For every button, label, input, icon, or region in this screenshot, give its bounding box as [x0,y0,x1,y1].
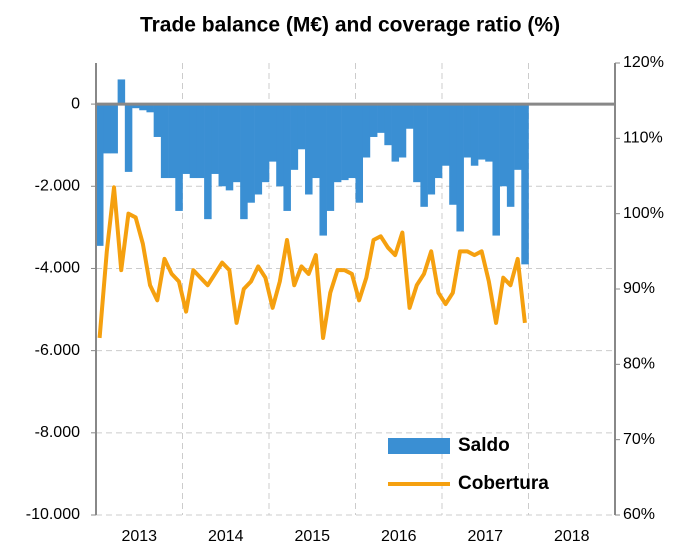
bar [499,104,508,187]
x-tick-label: 2014 [208,528,244,545]
y-tick-label: -8.000 [35,424,80,441]
bar [110,104,118,154]
bar [211,104,219,174]
y2-tick-label: 60% [623,506,655,523]
bar [341,104,349,181]
bar [218,104,227,187]
chart-title: Trade balance (M€) and coverage ratio (%… [140,14,560,37]
y-tick-label: -10.000 [26,506,80,523]
y-tick-label: -4.000 [35,260,80,277]
bar [369,104,378,137]
y-tick-label: -2.000 [35,177,80,194]
legend-label: Saldo [458,435,510,456]
line [97,185,527,340]
bar [391,104,400,162]
bar [377,104,385,133]
bar [427,104,436,195]
bar [463,104,472,158]
legend-swatch [388,438,450,454]
x-tick-label: 2018 [554,528,590,545]
bar [139,104,147,111]
x-tick-label: 2013 [121,528,157,545]
bar [283,104,291,211]
bar [269,104,277,162]
bar [398,104,407,158]
y2-tick-label: 120% [623,54,664,71]
bar [132,104,140,109]
bar [146,104,154,113]
bar [348,104,356,179]
bar [362,104,371,158]
bar [355,104,364,203]
bar [326,104,335,211]
bar [470,104,479,166]
bar [456,104,464,232]
bar [506,104,515,207]
x-tick-label: 2017 [467,528,503,545]
bar [189,104,198,179]
y2-tick-label: 90% [623,280,655,297]
bar [405,104,414,129]
bar [103,104,111,154]
bar [290,104,299,170]
bar [413,104,421,183]
bar [521,104,529,265]
bar [225,104,234,191]
bar [247,104,255,203]
bar [96,104,104,246]
bar [297,104,306,150]
y-tick-label: -6.000 [35,342,80,359]
legend-label: Cobertura [458,473,549,494]
bar [449,104,457,205]
y-tick-label: 0 [71,95,80,112]
bar [442,104,450,166]
bar [160,104,169,179]
bar [434,104,443,179]
y2-tick-label: 80% [623,356,655,373]
bar [276,104,284,187]
bar [514,104,522,170]
bar [420,104,428,207]
bar [182,104,191,174]
bar [175,104,183,211]
bar [240,104,248,220]
y2-tick-label: 110% [623,130,663,147]
bar [204,104,212,220]
y2-tick-label: 100% [623,205,664,222]
bar [384,104,392,146]
bar [232,104,241,183]
bar [261,104,270,183]
bar [168,104,176,179]
bar [333,104,342,183]
bar [254,104,263,195]
bar [485,104,493,162]
x-tick-label: 2016 [381,528,417,545]
bar [124,104,133,172]
bar [153,104,162,137]
bar [478,104,486,160]
bar [492,104,500,236]
bar [305,104,313,195]
y2-tick-label: 70% [623,431,655,448]
bar [196,104,205,179]
bar [319,104,327,236]
bar [117,79,126,105]
bar [312,104,320,179]
x-tick-label: 2015 [294,528,330,545]
